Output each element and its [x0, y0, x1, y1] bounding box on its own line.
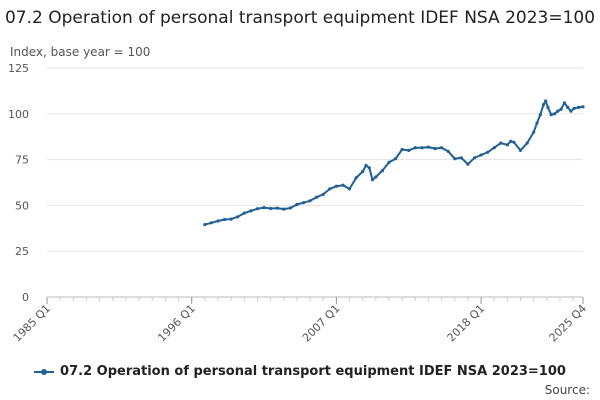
data-point: [223, 217, 227, 222]
data-point: [334, 184, 338, 188]
data-point: [544, 99, 548, 103]
data-point: [538, 113, 542, 117]
data-point: [581, 105, 585, 109]
data-point: [552, 112, 557, 116]
data-point: [532, 130, 536, 134]
data-point: [433, 147, 437, 151]
data-point: [466, 162, 470, 166]
y-tick-label: 25: [15, 245, 29, 258]
data-point: [282, 207, 286, 211]
data-point: [249, 209, 253, 213]
data-point: [262, 206, 266, 210]
data-point: [549, 113, 553, 117]
data-point: [556, 109, 560, 113]
x-tick-label: 2007 Q1: [300, 302, 343, 345]
data-point: [347, 187, 352, 191]
series-layer: [203, 99, 585, 227]
data-point: [308, 199, 312, 203]
data-point: [440, 146, 444, 150]
data-point: [559, 107, 563, 111]
data-point: [512, 140, 516, 144]
data-point: [413, 146, 417, 150]
y-axis-label: Index, base year = 100: [10, 45, 150, 59]
data-point: [486, 150, 490, 154]
data-point: [562, 101, 567, 105]
data-point: [229, 217, 233, 221]
data-point: [328, 187, 332, 191]
y-tick-label: 50: [15, 199, 29, 212]
x-axis: 1985 Q1 1996 Q1 2007 Q1 2018 Q1 2025 Q4: [11, 297, 590, 345]
data-point: [255, 207, 260, 211]
data-point: [341, 183, 345, 187]
data-point: [518, 148, 523, 152]
data-point: [203, 223, 207, 227]
data-point: [387, 160, 391, 164]
x-tick-label: 1996 Q1: [155, 302, 198, 345]
data-point: [364, 163, 368, 168]
data-point: [321, 192, 325, 196]
gridlines: 0 25 50 75 100 125: [8, 62, 583, 304]
data-point: [535, 121, 539, 125]
data-point: [400, 147, 404, 152]
legend-marker-icon: [34, 367, 55, 377]
data-point: [505, 143, 509, 147]
data-point: [525, 141, 529, 145]
chart-title: 07.2 Operation of personal transport equ…: [4, 8, 596, 28]
y-tick-label: 75: [15, 154, 29, 167]
data-point: [499, 141, 503, 145]
data-point: [569, 109, 573, 113]
data-point: [541, 103, 546, 107]
data-point: [242, 211, 246, 215]
data-point: [472, 156, 477, 160]
y-tick-label: 100: [8, 108, 29, 121]
data-point: [374, 175, 378, 179]
data-point: [407, 148, 411, 152]
data-point: [315, 195, 319, 199]
data-point: [236, 215, 240, 219]
y-tick-label: 125: [8, 62, 29, 75]
legend-label: 07.2 Operation of personal transport equ…: [60, 364, 566, 379]
data-point: [216, 219, 220, 223]
data-point: [509, 139, 513, 143]
data-point: [546, 105, 550, 109]
data-point: [479, 153, 483, 157]
data-point: [446, 149, 450, 153]
data-point: [288, 206, 292, 210]
data-point: [269, 206, 273, 211]
x-tick-label: 2018 Q1: [445, 302, 488, 345]
series-line: [204, 100, 584, 226]
data-point: [295, 202, 299, 207]
source-label: Source:: [544, 383, 590, 397]
data-point: [209, 221, 213, 225]
data-point: [380, 169, 384, 173]
x-tick-label: 1985 Q1: [11, 302, 54, 345]
data-point: [367, 166, 371, 170]
data-point: [426, 145, 430, 149]
data-point: [453, 157, 457, 161]
y-tick-label: 0: [22, 291, 29, 304]
data-point: [572, 106, 576, 110]
data-point: [566, 105, 570, 109]
legend: 07.2 Operation of personal transport equ…: [0, 364, 600, 379]
data-point: [394, 157, 398, 161]
data-point: [301, 201, 306, 205]
data-point: [492, 146, 496, 150]
data-point: [354, 176, 358, 180]
data-point: [370, 178, 375, 182]
data-point: [459, 156, 463, 160]
data-point: [275, 206, 279, 210]
data-point: [577, 105, 581, 109]
x-tick-label: 2025 Q4: [547, 302, 590, 345]
data-point: [420, 146, 424, 150]
data-point: [361, 169, 365, 174]
